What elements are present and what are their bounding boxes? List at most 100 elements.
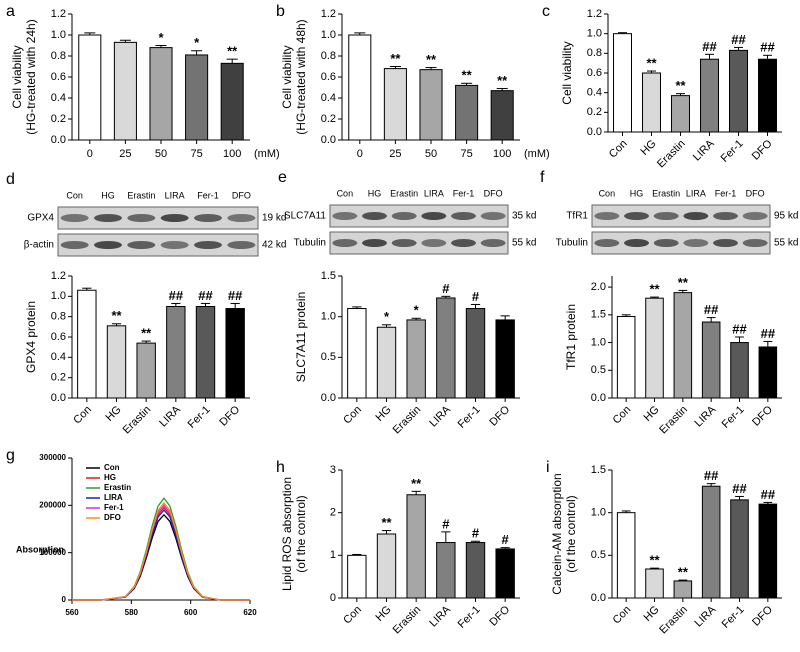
y-tick-label: 1.0	[51, 290, 66, 302]
significance: ##	[198, 288, 213, 303]
x-tick-label: LIRA	[157, 403, 183, 429]
bar	[642, 72, 661, 133]
significance: ##	[732, 321, 747, 336]
y-tick-label: 0.0	[321, 392, 336, 404]
significance: ##	[761, 326, 776, 341]
significance: *	[158, 30, 164, 45]
blot-band	[421, 212, 447, 220]
bar	[729, 49, 748, 133]
lane-label: Fer-1	[715, 188, 737, 198]
blot-band	[451, 212, 476, 220]
bar	[436, 297, 456, 399]
significance: #	[442, 516, 450, 531]
series-line	[72, 501, 250, 601]
bar	[436, 542, 456, 599]
bar	[136, 342, 156, 399]
bar	[106, 325, 127, 399]
significance: #	[472, 526, 480, 541]
significance: **	[462, 68, 473, 83]
bar	[406, 319, 426, 399]
x-tick-label: Con	[611, 604, 634, 627]
blot-strip	[329, 231, 509, 255]
y-tick-label: 3	[330, 464, 336, 476]
y-axis-label: (of the control)	[294, 495, 308, 572]
lane-label: Con	[599, 188, 616, 198]
blot-band	[683, 239, 709, 247]
y-tick-label: 0.0	[321, 134, 336, 146]
bar	[78, 34, 102, 141]
x-tick-label: LIRA	[693, 603, 719, 629]
bar	[195, 306, 216, 399]
blot-band	[480, 239, 506, 247]
blot-band	[742, 239, 768, 247]
x-tick-label: Erastin	[121, 404, 154, 437]
significance: **	[497, 73, 508, 88]
bar	[490, 90, 514, 141]
y-tick-label: 0.0	[51, 134, 66, 146]
bar	[616, 512, 636, 599]
y-tick-label: 1.0	[321, 311, 336, 323]
blot-strip	[57, 233, 259, 257]
series-line	[72, 513, 250, 601]
y-axis-label: (HG-treated with 48h)	[294, 19, 308, 134]
blot-band	[362, 212, 387, 220]
lane-label: Erastin	[127, 190, 155, 200]
bar	[758, 503, 778, 599]
y-tick-label: 0.0	[587, 126, 602, 138]
y-tick-label: 0.4	[587, 87, 602, 99]
blot-band	[683, 212, 709, 220]
x-tick-label: DFO	[487, 403, 512, 428]
y-tick-label: 0.8	[587, 47, 602, 59]
blot-label: TfR1	[566, 211, 588, 222]
y-axis-label: Cell viability	[280, 45, 294, 108]
significance: #	[442, 281, 450, 296]
y-axis-label: (of the control)	[564, 495, 578, 572]
x-tick-label: 0	[87, 148, 93, 160]
blot-band	[60, 241, 89, 249]
significance: ##	[704, 468, 719, 483]
y-tick-label: 1.2	[321, 8, 336, 20]
blot-size: 35 kd	[512, 211, 536, 222]
x-tick-label: Con	[341, 404, 364, 427]
y-tick-label: 0.6	[51, 331, 66, 343]
lane-label: HG	[630, 188, 644, 198]
lane-label: Con	[66, 190, 83, 200]
y-tick-label: 1.5	[321, 270, 336, 282]
y-tick-label: 2	[330, 507, 336, 519]
x-tick-label: Fer-1	[456, 604, 483, 631]
significance: **	[678, 565, 689, 580]
y-axis-label: Cell viability	[10, 45, 24, 108]
y-tick-label: 0.4	[51, 351, 66, 363]
bar	[495, 548, 515, 599]
x-tick-label: Con	[611, 404, 634, 427]
bar	[376, 533, 397, 599]
significance: **	[649, 282, 660, 297]
bar	[701, 485, 721, 599]
significance: ##	[704, 302, 719, 317]
y-tick-label: 1.0	[51, 29, 66, 41]
x-tick-label: 100	[223, 148, 241, 160]
lane-label: Fer-1	[453, 188, 475, 198]
blot-band	[624, 212, 649, 220]
significance: ##	[760, 40, 775, 55]
x-tick-label: DFO	[487, 603, 512, 628]
series-line	[72, 506, 250, 601]
y-tick-label: 0.5	[591, 364, 606, 376]
legend-label: Erastin	[104, 483, 131, 492]
y-tick-label: 0.4	[51, 92, 66, 104]
x-tick-label: HG	[374, 604, 394, 624]
x-axis-label: (mM)	[254, 148, 280, 160]
y-tick-label: 100000	[39, 548, 66, 557]
y-tick-label: 0.6	[587, 67, 602, 79]
y-tick-label: 0.4	[321, 92, 336, 104]
legend-label: Con	[104, 463, 120, 472]
x-tick-label: DFO	[750, 137, 775, 162]
x-tick-label: HG	[639, 138, 659, 158]
x-tick-label: LIRA	[427, 403, 453, 429]
bar	[758, 346, 778, 399]
y-tick-label: 1.2	[51, 8, 66, 20]
legend-label: LIRA	[104, 493, 123, 502]
blot-band	[60, 214, 89, 222]
bar	[166, 306, 186, 399]
x-tick-label: Erastin	[391, 604, 424, 637]
